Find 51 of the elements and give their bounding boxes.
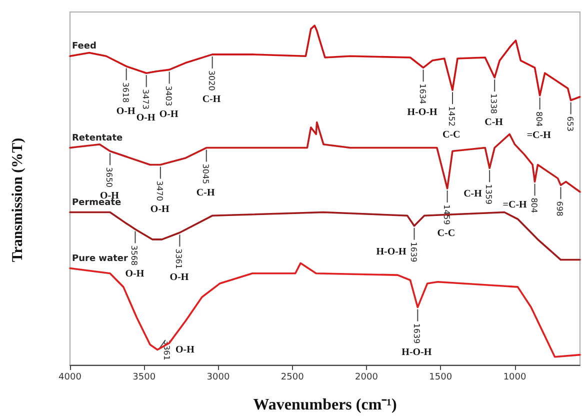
series-label: Retentate bbox=[72, 133, 123, 144]
annotation: O-H bbox=[175, 344, 195, 356]
annotation: C-H bbox=[196, 187, 215, 198]
annotation: 3020 bbox=[206, 70, 216, 91]
annotation: C-H bbox=[484, 117, 504, 128]
series-label: Permeate bbox=[72, 198, 122, 208]
annotation: 653 bbox=[565, 116, 574, 132]
x-tick-label: 4000 bbox=[58, 372, 82, 382]
annotation: 804 bbox=[529, 198, 538, 213]
x-tick-label: 1000 bbox=[503, 372, 526, 382]
annotation: H-O-H bbox=[402, 346, 432, 358]
annotation: 1359 bbox=[484, 184, 494, 204]
x-tick-label: 1500 bbox=[429, 372, 452, 382]
annotation: O-H bbox=[136, 112, 156, 124]
annotation: H-O-H bbox=[407, 107, 438, 118]
annotation: 1452 bbox=[447, 106, 456, 126]
series-label: Pure water bbox=[72, 254, 128, 264]
annotation: H-O-H bbox=[376, 246, 406, 258]
x-tick-label: 3000 bbox=[206, 372, 230, 382]
x-tick-label: 2000 bbox=[355, 372, 378, 382]
annotation: 1639 bbox=[412, 323, 422, 344]
annotation: =C-H bbox=[526, 130, 552, 141]
annotation: 804 bbox=[534, 112, 544, 127]
annotation: O-H bbox=[170, 272, 189, 284]
annotation: 3403 bbox=[164, 86, 173, 106]
annotation: 3618 bbox=[120, 82, 130, 103]
annotation: O-H bbox=[150, 204, 170, 216]
annotation: 1338 bbox=[489, 94, 498, 114]
annotation: 698 bbox=[555, 201, 564, 216]
x-tick-label: 2500 bbox=[280, 372, 304, 382]
annotation: 1459 bbox=[442, 204, 451, 225]
annotation: C-C bbox=[442, 130, 460, 141]
annotation: O-H bbox=[125, 268, 144, 280]
x-axis-title: Wavenumbers (cm⁻¹) bbox=[253, 396, 397, 414]
annotation: =C-H bbox=[502, 200, 528, 211]
annotation: C-H bbox=[202, 94, 221, 105]
annotation: 3470 bbox=[154, 180, 164, 202]
annotation: C-C bbox=[437, 228, 456, 239]
annotation: 1634 bbox=[418, 84, 427, 104]
annotation: 3568 bbox=[130, 245, 139, 266]
annotation: O-H bbox=[116, 106, 136, 117]
annotation: O-H bbox=[159, 109, 178, 120]
series-label: Feed bbox=[72, 42, 96, 52]
x-tick-label: 3500 bbox=[132, 372, 156, 382]
annotation: 3361 bbox=[174, 248, 184, 269]
annotation: 1639 bbox=[408, 242, 418, 262]
y-axis-title: Transmission (%T) bbox=[10, 138, 26, 262]
annotation: 3650 bbox=[104, 167, 114, 188]
annotation: 3045 bbox=[200, 164, 210, 184]
annotation: 3473 bbox=[140, 89, 150, 110]
annotation: C-H bbox=[464, 188, 482, 200]
